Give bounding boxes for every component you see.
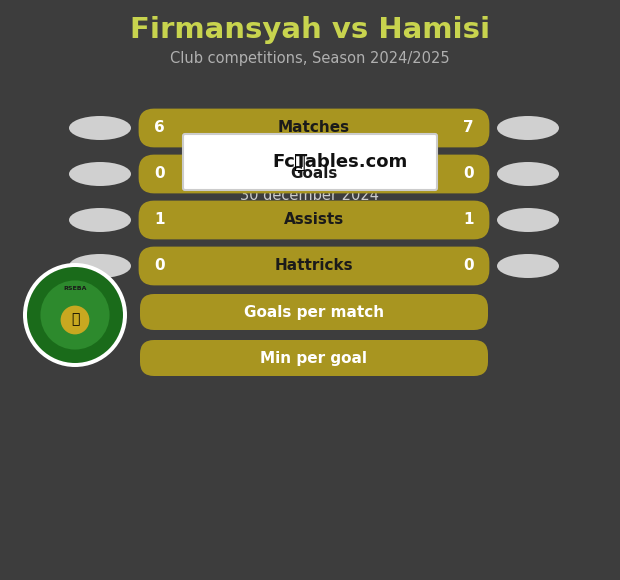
Text: 0: 0 <box>463 259 474 274</box>
FancyBboxPatch shape <box>140 110 488 146</box>
FancyBboxPatch shape <box>140 156 488 192</box>
FancyBboxPatch shape <box>140 202 488 238</box>
Circle shape <box>27 267 123 363</box>
Circle shape <box>23 263 127 367</box>
Text: RSEBA: RSEBA <box>63 286 87 291</box>
Text: 30 december 2024: 30 december 2024 <box>241 187 379 202</box>
FancyBboxPatch shape <box>140 340 488 376</box>
Text: Assists: Assists <box>284 212 344 227</box>
Text: 0: 0 <box>463 166 474 182</box>
Text: 1: 1 <box>464 212 474 227</box>
Ellipse shape <box>497 116 559 140</box>
Ellipse shape <box>69 254 131 278</box>
Text: 1: 1 <box>154 212 164 227</box>
Ellipse shape <box>497 254 559 278</box>
Text: Goals: Goals <box>290 166 338 182</box>
Text: 7: 7 <box>463 121 474 136</box>
Text: 📊: 📊 <box>294 153 306 172</box>
FancyBboxPatch shape <box>140 248 488 284</box>
FancyBboxPatch shape <box>140 110 488 146</box>
Text: Club competitions, Season 2024/2025: Club competitions, Season 2024/2025 <box>170 50 450 66</box>
FancyBboxPatch shape <box>140 294 488 330</box>
Text: Matches: Matches <box>278 121 350 136</box>
Ellipse shape <box>69 116 131 140</box>
Text: Goals per match: Goals per match <box>244 304 384 320</box>
Text: ⚽: ⚽ <box>71 312 79 326</box>
Text: Min per goal: Min per goal <box>260 350 368 365</box>
Ellipse shape <box>69 208 131 232</box>
FancyBboxPatch shape <box>183 134 437 190</box>
Circle shape <box>40 281 110 350</box>
Ellipse shape <box>497 162 559 186</box>
Text: Hattricks: Hattricks <box>275 259 353 274</box>
Ellipse shape <box>497 208 559 232</box>
Text: 0: 0 <box>154 259 165 274</box>
Text: 6: 6 <box>154 121 165 136</box>
Circle shape <box>61 306 89 335</box>
FancyBboxPatch shape <box>140 248 488 284</box>
FancyBboxPatch shape <box>140 156 488 192</box>
Text: Firmansyah vs Hamisi: Firmansyah vs Hamisi <box>130 16 490 44</box>
Ellipse shape <box>69 162 131 186</box>
Text: FcTables.com: FcTables.com <box>272 153 407 171</box>
FancyBboxPatch shape <box>140 202 488 238</box>
Text: 0: 0 <box>154 166 165 182</box>
